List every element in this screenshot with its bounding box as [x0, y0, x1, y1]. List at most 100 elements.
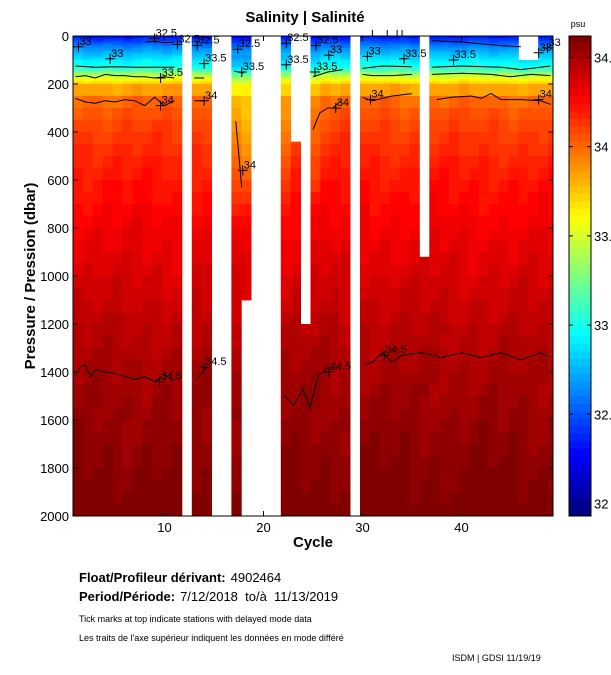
- colorbar-swatch: [569, 313, 591, 322]
- heatmap-cell: [102, 64, 113, 68]
- heatmap-cell: [389, 36, 400, 39]
- colorbar-swatch: [569, 501, 591, 509]
- heatmap-cell: [409, 48, 420, 51]
- heatmap-cell: [439, 480, 450, 493]
- heatmap-cell: [172, 79, 183, 82]
- heatmap-cell: [340, 40, 351, 44]
- heatmap-cell: [92, 84, 104, 97]
- heatmap-cell: [528, 336, 539, 349]
- heatmap-cell: [172, 276, 183, 289]
- heatmap-cell: [102, 76, 113, 80]
- heatmap-cell: [409, 336, 420, 349]
- heatmap-cell: [508, 40, 519, 44]
- heatmap-cell: [320, 43, 331, 46]
- heatmap-cell: [241, 60, 252, 63]
- heatmap-cell: [528, 84, 539, 97]
- contour-label-marker: [236, 67, 247, 77]
- heatmap-cell: [538, 192, 549, 205]
- heatmap-cell: [320, 324, 331, 337]
- heatmap-cell: [399, 252, 410, 265]
- heatmap-cell: [389, 81, 400, 85]
- heatmap-cell: [360, 168, 371, 181]
- heatmap-cell: [73, 276, 84, 289]
- heatmap-cell: [360, 48, 371, 51]
- heatmap-cell: [92, 288, 104, 301]
- heatmap-cell: [290, 444, 301, 457]
- heatmap-cell: [330, 64, 341, 68]
- heatmap-cell: [201, 132, 212, 145]
- heatmap-cell: [102, 252, 113, 265]
- heatmap-cell: [459, 69, 470, 73]
- heatmap-cell: [498, 55, 509, 58]
- heatmap-cell: [518, 180, 529, 193]
- heatmap-cell: [191, 79, 203, 82]
- heatmap-cell: [508, 432, 519, 445]
- heatmap-cell: [162, 252, 173, 265]
- heatmap-cell: [508, 50, 519, 54]
- heatmap-cell: [488, 216, 499, 229]
- colorbar-unit: psu: [571, 19, 586, 29]
- heatmap-cell: [518, 420, 529, 433]
- heatmap-cell: [231, 468, 242, 481]
- heatmap-cell: [548, 348, 554, 361]
- colorbar-swatch: [569, 111, 591, 119]
- heatmap-cell: [310, 408, 321, 421]
- heatmap-cell: [102, 336, 113, 349]
- heatmap-cell: [152, 204, 163, 217]
- heatmap-cell: [459, 67, 470, 70]
- heatmap-cell: [82, 67, 94, 70]
- contour-label: 33.5: [243, 61, 264, 73]
- heatmap-cell: [518, 384, 529, 397]
- heatmap-cell: [320, 74, 331, 78]
- heatmap-cell: [369, 69, 381, 73]
- heatmap-cell: [379, 324, 391, 337]
- heatmap-cell: [201, 348, 212, 361]
- contour-label-marker: [399, 53, 410, 64]
- heatmap-cell: [360, 336, 371, 349]
- heatmap-cell: [112, 384, 123, 397]
- heatmap-cell: [459, 96, 470, 109]
- heatmap-cell: [548, 120, 554, 133]
- heatmap-cell: [241, 62, 252, 66]
- heatmap-cell: [478, 168, 490, 181]
- heatmap-cell: [468, 504, 480, 517]
- colorbar-swatch: [569, 96, 591, 104]
- heatmap-cell: [142, 81, 153, 85]
- heatmap-cell: [122, 38, 133, 42]
- heatmap-cell: [449, 50, 460, 54]
- heatmap-cell: [112, 216, 123, 229]
- heatmap-cell: [300, 468, 311, 481]
- heatmap-cell: [369, 84, 381, 97]
- heatmap-cell: [172, 324, 183, 337]
- heatmap-cell: [290, 408, 301, 421]
- heatmap-cell: [409, 288, 420, 301]
- heatmap-cell: [528, 480, 539, 493]
- heatmap-cell: [379, 204, 391, 217]
- heatmap-cell: [201, 74, 212, 78]
- heatmap-cell: [122, 60, 133, 63]
- heatmap-cell: [112, 252, 123, 265]
- heatmap-cell: [468, 180, 480, 193]
- heatmap-cell: [468, 264, 480, 277]
- heatmap-cell: [82, 456, 94, 469]
- heatmap-cell: [320, 50, 331, 54]
- heatmap-cell: [172, 204, 183, 217]
- heatmap-cell: [360, 74, 371, 78]
- heatmap-cell: [439, 360, 450, 373]
- heatmap-cell: [280, 52, 292, 56]
- heatmap-cell: [369, 67, 381, 70]
- heatmap-cell: [280, 216, 292, 229]
- heatmap-cell: [419, 324, 430, 337]
- y-tick-label: 1600: [40, 413, 69, 428]
- heatmap-cell: [330, 81, 341, 85]
- heatmap-cell: [320, 492, 331, 505]
- heatmap-cell: [280, 432, 292, 445]
- heatmap-cell: [162, 456, 173, 469]
- heatmap-cell: [369, 36, 381, 39]
- heatmap-cell: [310, 264, 321, 277]
- heatmap-cell: [122, 96, 133, 109]
- heatmap-cell: [241, 36, 252, 39]
- heatmap-cell: [152, 60, 163, 63]
- colorbar-swatch: [569, 81, 591, 89]
- heatmap-cell: [310, 81, 321, 85]
